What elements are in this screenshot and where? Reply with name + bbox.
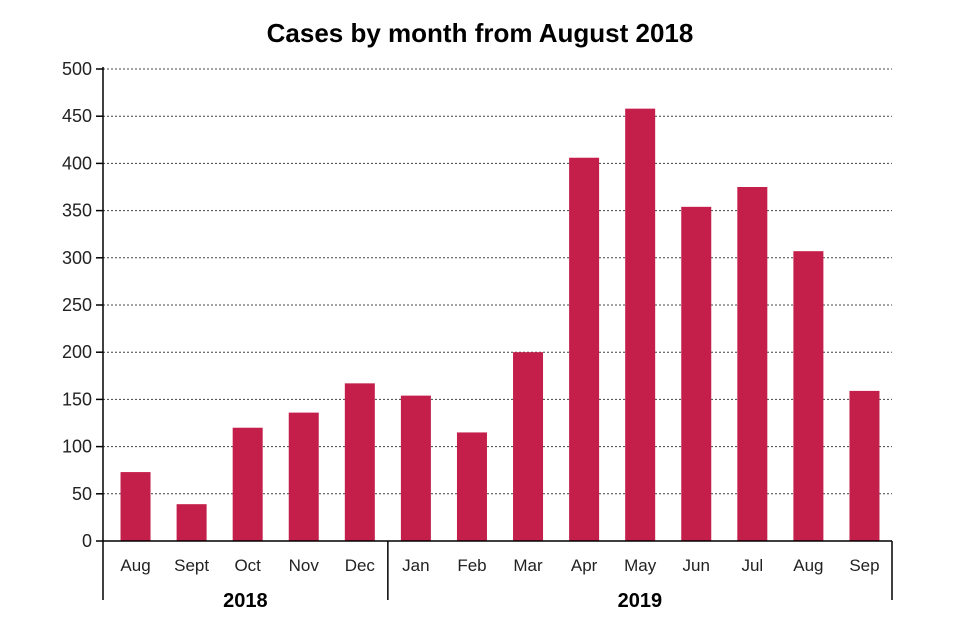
x-tick-label: Jun xyxy=(683,556,710,575)
y-axis-ticks: 0 50 100 150 200 250 300 350 400 450 500 xyxy=(62,59,103,551)
y-tick-label: 450 xyxy=(62,106,92,126)
x-tick-label: Aug xyxy=(120,556,150,575)
x-tick-label: Dec xyxy=(345,556,376,575)
bar-dec-4 xyxy=(344,383,375,541)
gridlines xyxy=(103,68,892,495)
x-tick-label: Oct xyxy=(234,556,261,575)
bar-feb-6 xyxy=(456,432,487,541)
y-tick-label: 500 xyxy=(62,59,92,79)
y-tick-label: 250 xyxy=(62,295,92,315)
year-group-label: 2018 xyxy=(223,590,268,612)
x-tick-label: Nov xyxy=(289,556,320,575)
bar-jan-5 xyxy=(400,395,431,541)
bars xyxy=(120,108,880,541)
y-tick-label: 350 xyxy=(62,201,92,221)
y-tick-label: 300 xyxy=(62,248,92,268)
x-tick-label: Sept xyxy=(174,556,209,575)
axes xyxy=(102,67,893,600)
x-tick-label: May xyxy=(624,556,657,575)
bar-apr-8 xyxy=(569,157,600,541)
y-tick-label: 150 xyxy=(62,389,92,409)
x-tick-label: Jul xyxy=(741,556,763,575)
bar-aug-0 xyxy=(120,472,151,541)
x-tick-label: Aug xyxy=(793,556,823,575)
y-tick-label: 0 xyxy=(82,531,92,551)
chart-title: Cases by month from August 2018 xyxy=(267,18,694,48)
x-tick-label: Sep xyxy=(849,556,879,575)
bar-nov-3 xyxy=(288,412,319,541)
bar-aug-12 xyxy=(793,251,824,541)
x-tick-label: Mar xyxy=(513,556,543,575)
x-tick-label: Jan xyxy=(402,556,429,575)
y-tick-label: 400 xyxy=(62,153,92,173)
y-tick-label: 100 xyxy=(62,437,92,457)
x-tick-label: Apr xyxy=(571,556,598,575)
year-groups: 2018 2019 xyxy=(223,541,662,612)
x-tick-label: Feb xyxy=(457,556,486,575)
y-tick-label: 200 xyxy=(62,342,92,362)
bar-sep-13 xyxy=(849,390,880,541)
x-axis-labels: Aug Sept Oct Nov Dec Jan Feb Mar Apr May Jun Jul Aug… xyxy=(120,556,879,575)
bar-sept-1 xyxy=(176,504,207,541)
bar-jul-11 xyxy=(737,187,768,541)
bar-oct-2 xyxy=(232,427,263,541)
year-group-label: 2019 xyxy=(618,590,663,612)
bar-jun-10 xyxy=(681,206,712,541)
y-tick-label: 50 xyxy=(72,484,92,504)
bar-mar-7 xyxy=(513,352,544,541)
bar-may-9 xyxy=(625,108,656,541)
